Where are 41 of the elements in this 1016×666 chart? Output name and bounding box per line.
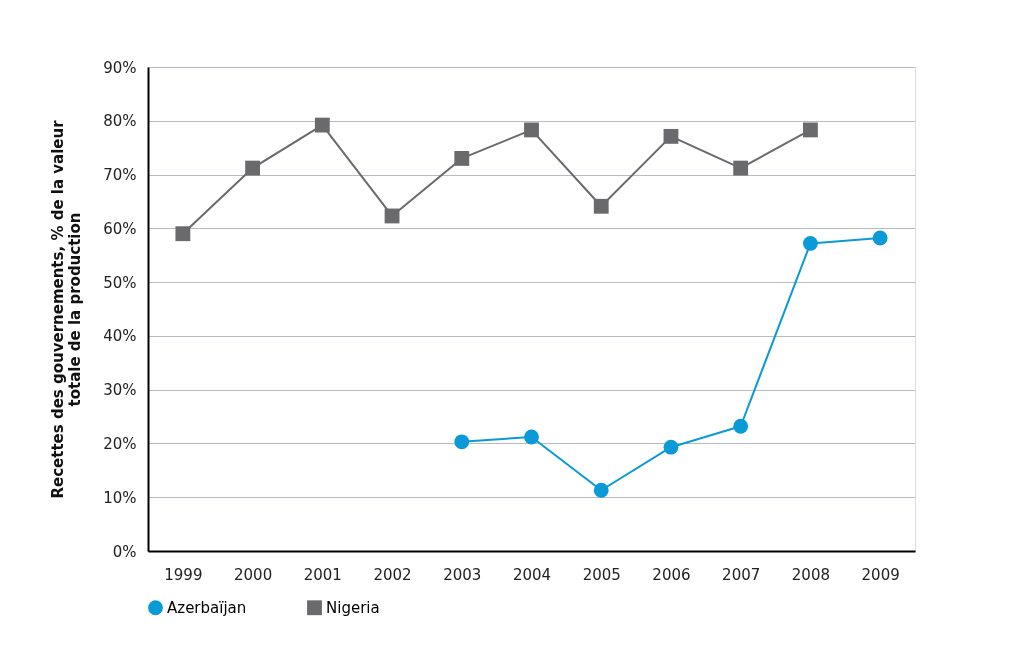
point [175, 226, 191, 242]
y-tick-label: 0% [112, 542, 137, 561]
point [593, 482, 609, 498]
y-tick-label: 50% [103, 273, 137, 292]
point [593, 198, 609, 214]
y-tick-label: 10% [103, 488, 137, 507]
y-tick-label: 30% [103, 381, 137, 400]
point [663, 128, 679, 144]
legend-label: Nigeria [326, 598, 380, 617]
point [733, 418, 749, 434]
y-tick-label: 80% [103, 112, 137, 131]
point [524, 122, 539, 138]
x-tick-label: 2003 [443, 565, 482, 584]
point [802, 122, 818, 138]
point [454, 151, 470, 166]
x-tick-label: 2001 [303, 565, 342, 584]
y-tick-label: 90% [103, 58, 137, 77]
x-tick-label: 2000 [234, 565, 273, 584]
point [384, 208, 400, 224]
point [245, 160, 261, 176]
y-tick-label: 40% [103, 327, 137, 346]
x-tick-label: 2009 [861, 565, 900, 584]
point [524, 429, 539, 445]
y-tick-label: 70% [103, 166, 137, 185]
legend-label: Azerbaïjan [167, 598, 247, 617]
x-tick-label: 2006 [652, 565, 691, 584]
y-tick-label: 60% [103, 219, 137, 238]
x-tick-label: 1999 [164, 565, 203, 584]
x-tick-label: 2007 [722, 565, 761, 584]
point [733, 160, 749, 176]
point [663, 439, 679, 455]
point [454, 434, 470, 450]
x-tick-label: 2005 [582, 565, 621, 584]
point [314, 117, 330, 133]
x-tick-label: 2008 [791, 565, 830, 584]
y-axis-title: Recettes des gouvernements, % de la valeur totale de la production [49, 119, 85, 499]
point [872, 230, 888, 246]
x-tick-label: 2004 [512, 565, 552, 584]
y-tick-label: 20% [103, 434, 137, 453]
point [802, 235, 818, 251]
x-tick-label: 2002 [373, 565, 412, 584]
